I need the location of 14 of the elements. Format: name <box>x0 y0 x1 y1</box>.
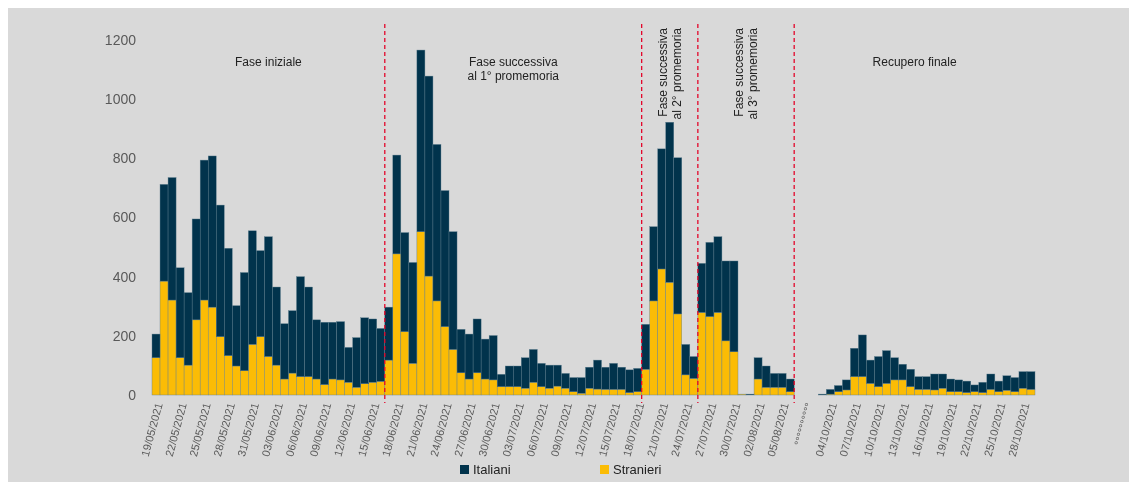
annotation: Fase successiva al 1° promemoria <box>467 55 560 83</box>
annotation: Fase successiva al 2° promemoria <box>655 27 684 120</box>
y-tick-label: 1000 <box>104 91 137 108</box>
legend-label: Italiani <box>473 462 511 477</box>
annotation: Recupero finale <box>872 55 957 69</box>
annotation: Fase iniziale <box>235 55 303 69</box>
y-tick-label: 800 <box>112 150 137 167</box>
y-tick-label: 200 <box>112 327 137 344</box>
y-tick-label: 0 <box>128 386 137 403</box>
y-tick-label: 600 <box>112 209 137 226</box>
y-tick-label: 400 <box>112 268 137 285</box>
y-tick-label: 1200 <box>104 31 137 48</box>
legend-label: Stranieri <box>613 462 662 477</box>
x-tick-label: °°°°°°°°°° <box>791 401 815 448</box>
